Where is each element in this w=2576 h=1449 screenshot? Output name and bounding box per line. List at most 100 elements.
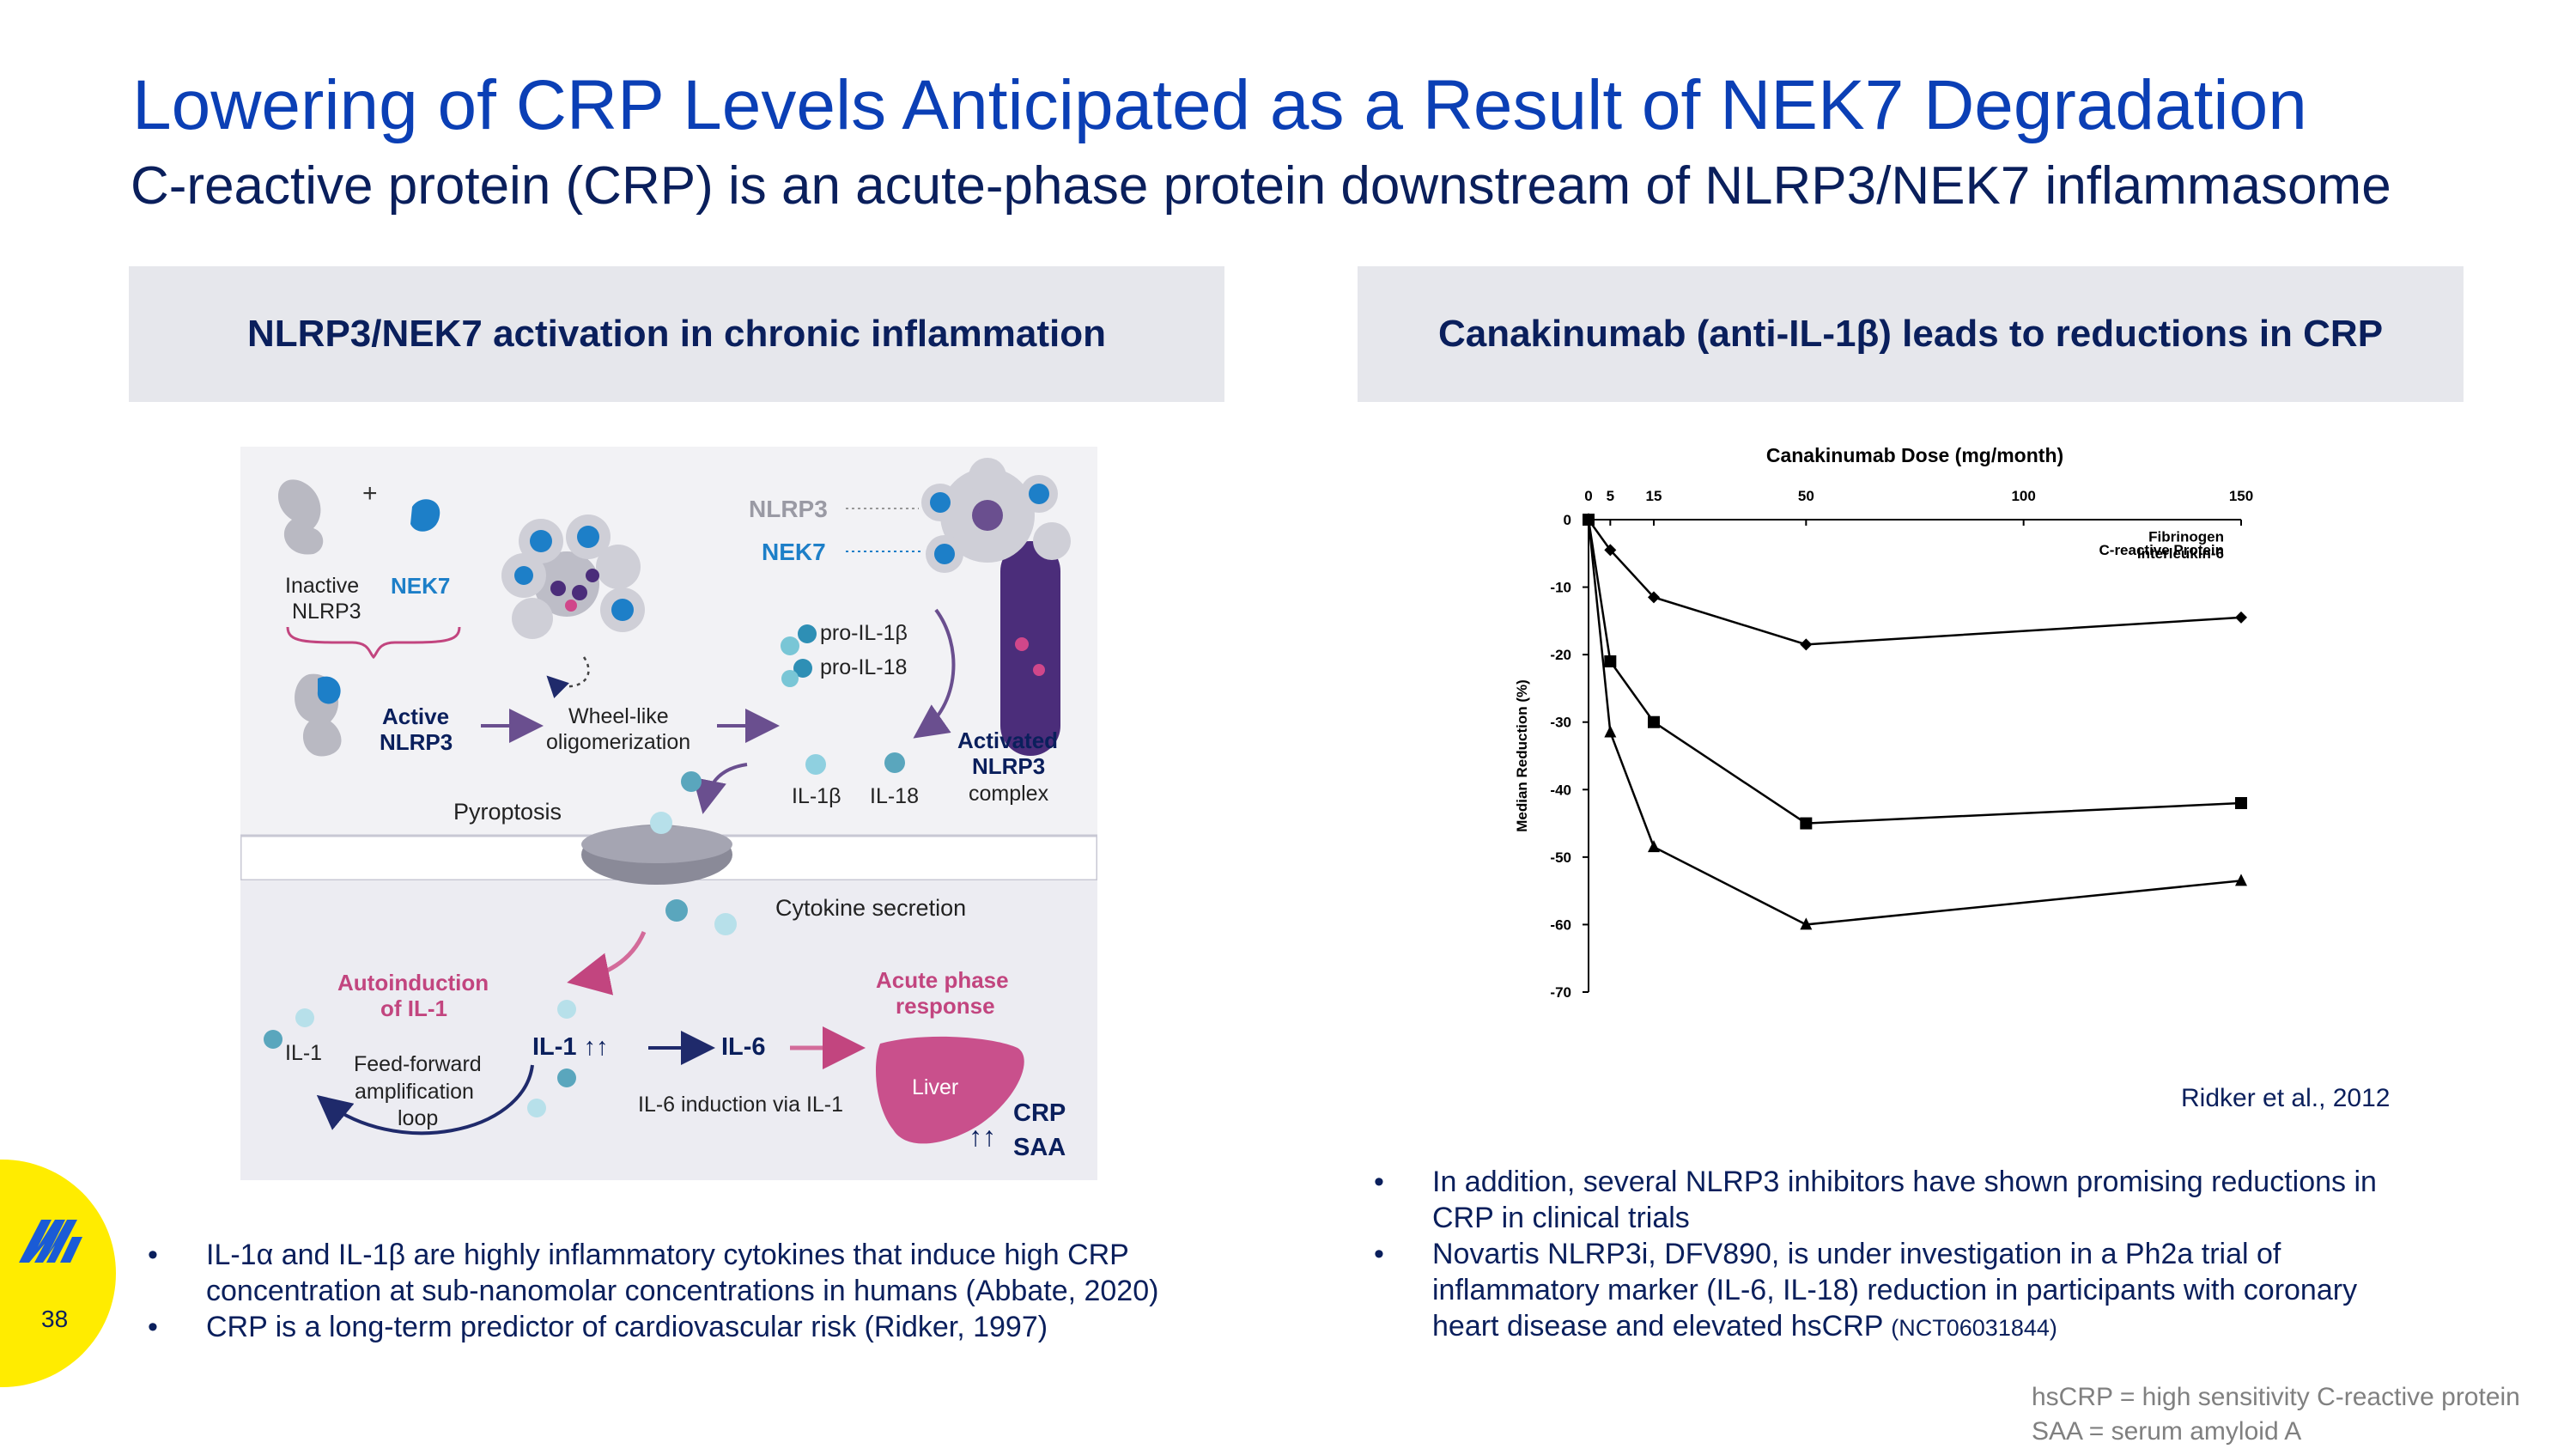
- series-line-2: [1587, 519, 2242, 926]
- series-label: Interleukin-6: [2137, 545, 2224, 562]
- liver-shape: [876, 1036, 1024, 1144]
- point-interleukin-6: [1800, 817, 1813, 830]
- label-il1-up: IL-1 ↑↑: [532, 1033, 609, 1061]
- x-axis-title: Canakinumab Dose (mg/month): [1766, 444, 2063, 466]
- slide-subtitle: C-reactive protein (CRP) is an acute-pha…: [131, 156, 2391, 216]
- label-pyroptosis: Pyroptosis: [453, 799, 562, 825]
- label-nek7-callout: NEK7: [762, 539, 826, 565]
- label-pro-il18: pro-IL-18: [820, 655, 908, 679]
- slide-title: Lowering of CRP Levels Anticipated as a …: [132, 66, 2307, 144]
- x-tick-label: 50: [1798, 488, 1814, 504]
- series-label: C-reactive Protein: [2099, 542, 2225, 558]
- label-il1-small: IL-1: [285, 1041, 323, 1065]
- series-label: Fibrinogen: [2148, 529, 2224, 545]
- y-tick-label: -70: [1550, 984, 1571, 1001]
- x-tick-label: 15: [1646, 488, 1662, 504]
- inflammasome-diagram-graphics: [240, 458, 1097, 1180]
- activated-complex: [921, 458, 1071, 756]
- label-inactive-nlrp3: NLRP3: [292, 600, 361, 624]
- point-crp: [1648, 840, 1660, 853]
- label-acute-1: Acute phase: [876, 967, 1009, 993]
- page-number: 38: [41, 1306, 69, 1332]
- inflammasome-diagram: + Inactive NLRP3 NEK7 Active NLRP3 Wheel…: [240, 447, 1097, 1180]
- label-nlrp3-callout: NLRP3: [749, 496, 828, 522]
- series-line-0: [1587, 519, 2242, 646]
- label-active: Active: [382, 703, 450, 729]
- gasdermin-pore: [581, 812, 732, 885]
- label-activated-2: NLRP3: [972, 753, 1046, 779]
- left-bullet-2-text: CRP is a long-term predictor of cardiova…: [206, 1311, 1048, 1343]
- label-cytokine-secretion: Cytokine secretion: [775, 895, 967, 921]
- footnote-saa: SAA = serum amyloid A: [2032, 1417, 2302, 1446]
- point-crp: [2235, 874, 2247, 886]
- x-tick-label: 100: [2011, 488, 2035, 504]
- label-autoinduction-1: Autoinduction: [337, 970, 489, 995]
- point-interleukin-6: [1604, 655, 1617, 667]
- label-pro-il1b: pro-IL-1β: [820, 621, 908, 645]
- point-crp: [1604, 725, 1617, 738]
- y-tick-label: -30: [1550, 715, 1571, 731]
- right-panel-heading: Canakinumab (anti-IL-1β) leads to reduct…: [1358, 266, 2464, 402]
- y-tick-label: -10: [1550, 580, 1571, 596]
- brace: [286, 626, 461, 660]
- point-crp: [1800, 917, 1813, 930]
- y-axis-title: Median Reduction (%): [1514, 679, 1530, 832]
- right-bullet-1: • In addition, several NLRP3 inhibitors h…: [1374, 1166, 2377, 1234]
- label-crp: CRP: [1013, 1099, 1066, 1127]
- right-bullet-list: • In addition, several NLRP3 inhibitors h…: [1374, 1164, 2430, 1346]
- plus-sign: +: [362, 479, 378, 508]
- left-panel-heading: NLRP3/NEK7 activation in chronic inflamm…: [129, 266, 1224, 402]
- point-fibrinogen: [2235, 611, 2247, 624]
- label-activated-1: Activated: [957, 728, 1059, 753]
- left-bullet-1-text: IL-1α and IL-1β are highly inflammatory …: [206, 1239, 1159, 1307]
- label-wheel-2: oligomerization: [546, 730, 691, 754]
- point-interleukin-6: [2235, 797, 2247, 809]
- x-tick-label: 0: [1584, 488, 1592, 504]
- label-feed-3: loop: [398, 1106, 439, 1130]
- footnote-hscrp: hsCRP = high sensitivity C-reactive prot…: [2032, 1383, 2520, 1411]
- label-feed-2: amplification: [355, 1080, 474, 1104]
- label-acute-2: response: [896, 993, 995, 1019]
- y-tick-label: -50: [1550, 849, 1571, 866]
- label-il1b: IL-1β: [792, 784, 841, 808]
- y-tick-label: -40: [1550, 782, 1571, 798]
- label-active-nlrp3: NLRP3: [380, 729, 453, 755]
- inactive-nlrp3-shape: [277, 479, 324, 555]
- label-activated-3: complex: [969, 782, 1049, 806]
- label-il6: IL-6: [721, 1033, 766, 1061]
- label-il6-induction: IL-6 induction via IL-1: [638, 1093, 844, 1117]
- label-feed-1: Feed-forward: [354, 1052, 482, 1076]
- point-fibrinogen: [1604, 544, 1617, 557]
- point-fibrinogen: [1648, 591, 1660, 604]
- left-bullet-list: • IL-1α and IL-1β are highly inflammatory…: [148, 1237, 1264, 1345]
- label-nek7-left: NEK7: [391, 573, 451, 599]
- label-inactive: Inactive: [285, 574, 360, 598]
- company-logo-icon: [19, 1220, 82, 1263]
- point-fibrinogen: [1800, 638, 1813, 651]
- label-autoinduction-2: of IL-1: [380, 995, 447, 1021]
- point-crp: [1583, 513, 1595, 525]
- canakinumab-chart: Canakinumab Dose (mg/month)0 5 15 50 100 1500…: [1514, 444, 2253, 1001]
- series-line-1: [1587, 519, 2242, 825]
- right-bullet-1-text: In addition, several NLRP3 inhibitors ha…: [1432, 1166, 2377, 1234]
- left-bullet-2: • CRP is a long-term predictor of cardiov…: [148, 1311, 1048, 1343]
- y-tick-label: -20: [1550, 647, 1571, 663]
- logo-circle: [0, 1160, 116, 1387]
- label-saa: SAA: [1013, 1134, 1066, 1161]
- y-tick-label: -60: [1550, 916, 1571, 933]
- oligomer-wheel: [501, 514, 645, 639]
- right-bullet-2: • Novartis NLRP3i, DFV890, is under inves…: [1374, 1238, 2358, 1342]
- citation: Ridker et al., 2012: [2181, 1084, 2391, 1112]
- right-bullet-2-text: Novartis NLRP3i, DFV890, is under invest…: [1432, 1238, 2358, 1342]
- point-interleukin-6: [1648, 715, 1660, 728]
- left-bullet-1: • IL-1α and IL-1β are highly inflammatory…: [148, 1239, 1159, 1307]
- trial-id: (NCT06031844): [1891, 1315, 2057, 1341]
- label-liver: Liver: [912, 1075, 959, 1099]
- x-tick-label: 150: [2229, 488, 2253, 504]
- label-wheel-1: Wheel-like: [568, 704, 669, 728]
- label-il18: IL-18: [870, 784, 919, 808]
- label-up-arrows: ↑↑: [969, 1121, 996, 1152]
- footnotes: hsCRP = high sensitivity C-reactive prot…: [2032, 1380, 2520, 1449]
- nek7-shape: [410, 499, 440, 532]
- x-tick-label: 5: [1607, 488, 1614, 504]
